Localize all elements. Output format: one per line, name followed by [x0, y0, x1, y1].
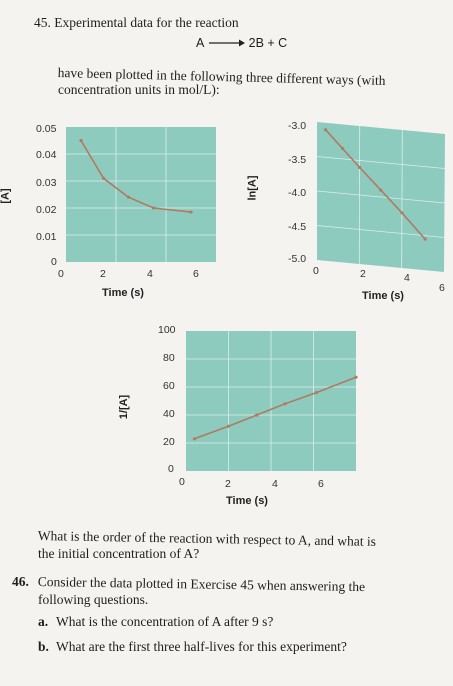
chart3-ytick: 20: [163, 436, 175, 448]
data-point: [340, 146, 345, 151]
chart3-xtick: 0: [179, 476, 185, 488]
chart1-xtick: 4: [147, 268, 153, 280]
data-point: [283, 402, 287, 406]
data-point: [101, 176, 106, 180]
problem-46b-label: b.: [38, 639, 49, 654]
chart1-xtick: 2: [100, 268, 106, 280]
data-point: [400, 211, 404, 215]
arrow-icon: [209, 39, 246, 47]
grid-line-horizontal: [316, 156, 445, 169]
data-point: [226, 424, 231, 428]
chart2-xlabel: Time (s): [362, 290, 404, 302]
problem-45-question-line2: the initial concentration of A?: [38, 546, 200, 561]
chart2-xtick: 2: [360, 268, 366, 280]
data-point: [357, 165, 362, 169]
chart3-ytick: 60: [163, 380, 175, 392]
chart1-ytick: 0.04: [36, 149, 57, 161]
chart1-ytick: 0: [51, 256, 57, 268]
chart3-xtick: 4: [272, 478, 278, 490]
chart1-xtick: 6: [193, 268, 199, 280]
data-point: [314, 391, 318, 395]
data-point: [323, 128, 328, 132]
reaction-products: 2B + C: [248, 36, 288, 50]
data-point: [423, 237, 427, 241]
data-point: [192, 437, 197, 441]
chart3-xlabel: Time (s): [226, 495, 268, 507]
chart2-ytick: -3.0: [288, 120, 307, 132]
chart2-ytick: -4.0: [288, 187, 307, 199]
chart1-ytick: 0.01: [36, 231, 57, 243]
chart3-ytick: 0: [168, 463, 174, 475]
chart1-xtick: 0: [58, 268, 64, 280]
reaction-reactant: A: [196, 36, 204, 50]
chart2-xtick: 0: [313, 265, 319, 277]
grid-line-horizontal: [316, 190, 445, 204]
chart3-ytick: 100: [158, 324, 176, 336]
problem-46a-label: a.: [38, 614, 49, 629]
chart2-xtick: 4: [404, 272, 410, 284]
series-line: [324, 129, 426, 240]
problem-46-line2: following questions.: [38, 592, 149, 607]
data-point: [79, 138, 83, 143]
chart2-xtick: 6: [439, 282, 445, 294]
problem-45-heading: 45. Experimental data for the reaction: [34, 15, 239, 30]
chart1-ytick: 0.03: [36, 177, 57, 189]
chart1-ytick: 0.02: [36, 204, 57, 216]
chart1-ytick: 0.05: [36, 123, 57, 135]
plot-area: [66, 127, 216, 262]
grid-line-horizontal: [316, 225, 445, 238]
chart3-ytick: 80: [163, 352, 175, 364]
problem-46a-text: What is the concentration of A after 9 s…: [56, 614, 274, 629]
data-point: [255, 413, 259, 417]
reaction-equation: A 2B + C: [196, 36, 287, 50]
problem-45-text-line2: concentration units in mol/L):: [58, 82, 220, 97]
chart3-xtick: 6: [318, 478, 324, 490]
chart3-xtick: 2: [225, 478, 231, 490]
chart2-ytick: -5.0: [288, 253, 307, 265]
data-point: [189, 210, 193, 214]
data-point: [379, 188, 383, 192]
series-line: [194, 376, 357, 440]
data-point: [151, 206, 156, 210]
chart3-ytick: 40: [163, 408, 175, 420]
data-point: [354, 375, 358, 379]
chart1-xlabel: Time (s): [102, 287, 144, 299]
data-point: [126, 195, 131, 199]
problem-46-number: 46.: [12, 574, 29, 589]
chart2-ytick: -3.5: [288, 154, 307, 166]
problem-46b-text: What are the first three half-lives for …: [56, 639, 347, 654]
chart2-ytick: -4.5: [288, 221, 307, 233]
